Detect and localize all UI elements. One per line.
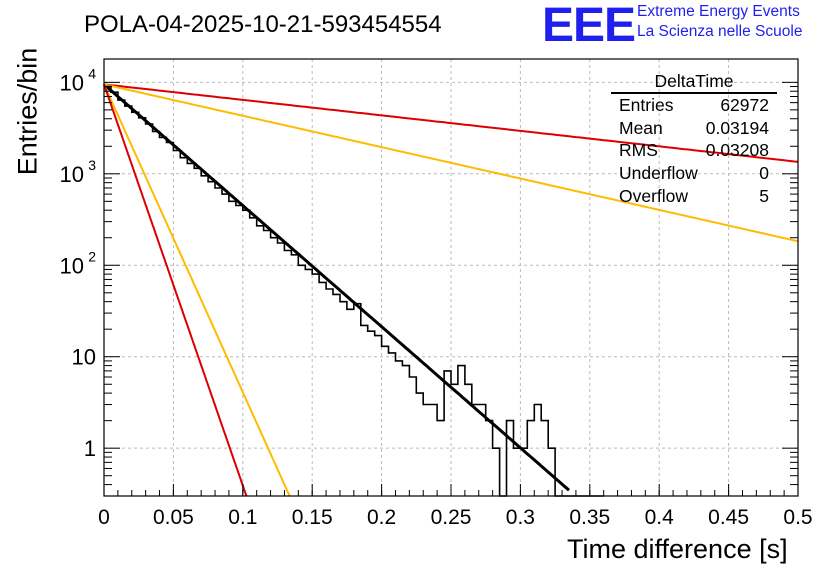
x-tick-label: 0.15 [292, 506, 333, 529]
x-tick-label: 0.35 [569, 506, 610, 529]
logo-line-1: Extreme Energy Events [637, 3, 800, 20]
x-tick-label: 0.05 [153, 506, 194, 529]
stats-label: Underflow [619, 163, 698, 184]
histogram-outline [104, 85, 604, 497]
plot-frame [103, 58, 799, 497]
stats-row: Underflow 0 [611, 162, 777, 185]
eee-logo: EEE [542, 0, 636, 52]
y-axis-label: Entries/bin [12, 47, 43, 176]
x-axis-label: Time difference [s] [567, 534, 788, 564]
curve-fit [103, 83, 570, 492]
x-tick-label: 0.45 [708, 506, 749, 529]
y-tick-label: 1 [84, 436, 96, 461]
stats-row: Entries 62972 [611, 94, 777, 117]
stats-label: Entries [619, 95, 674, 115]
stats-value: 0 [759, 163, 769, 184]
x-tick-label: 0.3 [506, 506, 535, 529]
curve-orange-fast [103, 84, 291, 497]
stats-box: DeltaTime Entries 62972 Mean 0.03194 RMS… [611, 71, 777, 207]
stats-title: DeltaTime [611, 71, 777, 94]
y-tick-exponent: 2 [88, 248, 96, 264]
y-tick-exponent: 3 [88, 157, 96, 173]
stats-row: RMS 0.03208 [611, 139, 777, 162]
stats-row: Overflow 5 [611, 185, 777, 208]
stats-value: 0.03208 [705, 140, 769, 161]
stats-label: Mean [619, 117, 663, 138]
y-tick-label: 10 [60, 253, 84, 278]
logo-line-2: La Scienza nelle Scuole [637, 23, 803, 40]
curve-red-fast [103, 84, 248, 497]
stats-value: 62972 [720, 95, 769, 115]
y-tick-label: 10 [72, 345, 96, 370]
stats-value: 0.03194 [705, 117, 769, 138]
curve-orange-slow [103, 83, 799, 243]
stats-row: Mean 0.03194 [611, 117, 777, 140]
x-tick-label: 0 [98, 506, 110, 529]
y-tick-label: 10 [60, 70, 84, 95]
curve-red-slow [103, 83, 799, 163]
chart-title: POLA-04-2025-10-21-593454554 [84, 11, 442, 38]
x-tick-label: 0.4 [645, 506, 675, 529]
x-tick-label: 0.5 [783, 506, 812, 529]
y-tick-exponent: 4 [88, 65, 96, 81]
stats-label: RMS [619, 140, 658, 161]
stats-label: Overflow [619, 185, 689, 206]
y-tick-label: 10 [60, 162, 84, 187]
x-tick-label: 0.1 [228, 506, 257, 529]
x-tick-label: 0.2 [367, 506, 396, 529]
stats-value: 5 [759, 185, 769, 206]
x-tick-label: 0.25 [431, 506, 472, 529]
